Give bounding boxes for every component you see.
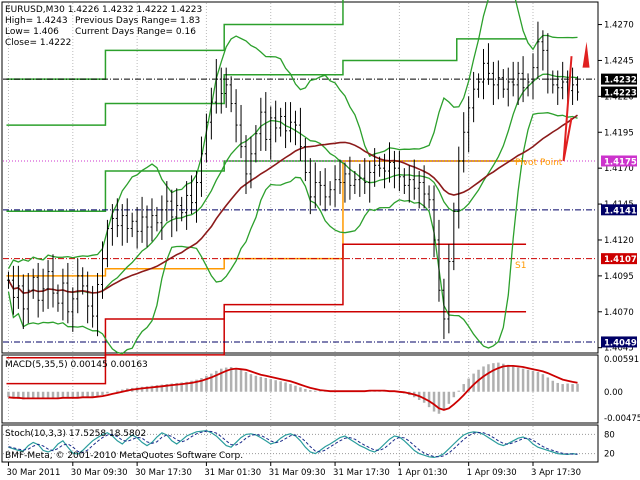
prev-days-range: Previous Days Range= 1.83 [75, 16, 200, 26]
pivot-label: Pivot Point [515, 158, 563, 168]
price-label-box [601, 73, 637, 85]
macd-panel [1, 354, 599, 424]
upper-band-line [7, 0, 578, 270]
price-label-text: 1.4232 [604, 76, 637, 86]
stoch-tick-label: 20 [604, 450, 615, 460]
price-label-text: 1.4223 [604, 89, 637, 99]
price-tick-label: 1.4095 [604, 272, 634, 282]
time-axis: 30 Mar 2011 30 Mar 09:30 30 Mar 17:30 31 Ma… [6, 462, 581, 478]
price-tick-label: 1.4270 [604, 21, 634, 31]
time-tick-label: 30 Mar 2011 [6, 468, 60, 478]
stochastic-indicator: 80 20 [3, 429, 615, 460]
stoch-main-line [8, 429, 578, 459]
support-s1-line [6, 243, 527, 359]
current-days-range: Current Days Range= 0.16 [75, 27, 196, 37]
price-label-box [601, 204, 637, 216]
moving-average [7, 114, 578, 294]
support-s2-line [6, 311, 527, 385]
price-label-text: 1.4141 [604, 206, 637, 216]
lower-band-line [7, 112, 578, 355]
price-panel [1, 1, 599, 354]
time-tick-label: 30 Mar 17:30 [135, 468, 192, 478]
price-tick-label: 1.4120 [604, 236, 634, 246]
price-axis: 1.42701.42451.42201.41951.41701.41451.41… [598, 21, 637, 354]
stoch-signal-line [8, 430, 578, 458]
forecast-arrow [562, 41, 590, 162]
price-label-box [601, 253, 637, 265]
time-tick-label: 1 Apr 01:30 [397, 468, 447, 478]
price-tick-label: 1.4070 [604, 308, 634, 318]
close-info: Close= 1.4222 [5, 38, 71, 48]
price-label-text: 1.4107 [604, 255, 637, 265]
price-label-box [601, 336, 637, 348]
time-tick-label: 3 Apr 17:30 [531, 468, 581, 478]
time-tick-label: 31 Mar 09:30 [269, 468, 326, 478]
moving-average-line [7, 114, 578, 294]
price-tick-label: 1.4245 [604, 56, 634, 66]
macd-tick-label: 0.00 [604, 388, 623, 398]
candlesticks [6, 21, 580, 340]
symbol-info: EURUSD,M30 1.4226 1.4232 1.4222 1.4223 [5, 5, 202, 15]
time-tick-label: 31 Mar 17:30 [333, 468, 390, 478]
s1-label: S1 [515, 261, 526, 271]
time-tick-label: 1 Apr 09:30 [467, 468, 517, 478]
resistance-r1-line [6, 38, 527, 126]
resistance-r2-line [6, 0, 344, 80]
time-tick-label: 30 Mar 09:30 [71, 468, 128, 478]
stoch-title: Stoch(10,3,3) 17.5258 18.5802 [5, 429, 146, 439]
high-info: High= 1.4243 [5, 16, 68, 26]
stoch-tick-label: 80 [604, 430, 615, 440]
price-label-text: 1.4049 [604, 338, 637, 348]
price-label-box [601, 155, 637, 167]
macd-title: MACD(5,35,5) 0.00145 0.00163 [5, 360, 148, 370]
macd-tick-label: 0.00591 [604, 355, 639, 365]
macd-indicator: 0.00591 0.00 -0.00475 [7, 355, 640, 424]
macd-signal-line [8, 364, 578, 411]
price-tick-label: 1.4195 [604, 128, 634, 138]
time-tick-label: 31 Mar 01:30 [204, 468, 261, 478]
stoch-panel [1, 424, 599, 463]
price-label-text: 1.4175 [604, 157, 637, 167]
low-info: Low= 1.406 [5, 27, 59, 37]
copyright: BMF-Meta, © 2001-2010 MetaQuotes Softwar… [5, 451, 243, 461]
up-arrow-icon [582, 41, 590, 68]
price-tick-label: 1.4170 [604, 164, 634, 174]
price-tick-label: 1.4045 [604, 344, 634, 354]
macd-tick-label: -0.00475 [604, 414, 640, 424]
forecast-arrow-line [562, 56, 573, 162]
price-label-box [601, 86, 637, 98]
